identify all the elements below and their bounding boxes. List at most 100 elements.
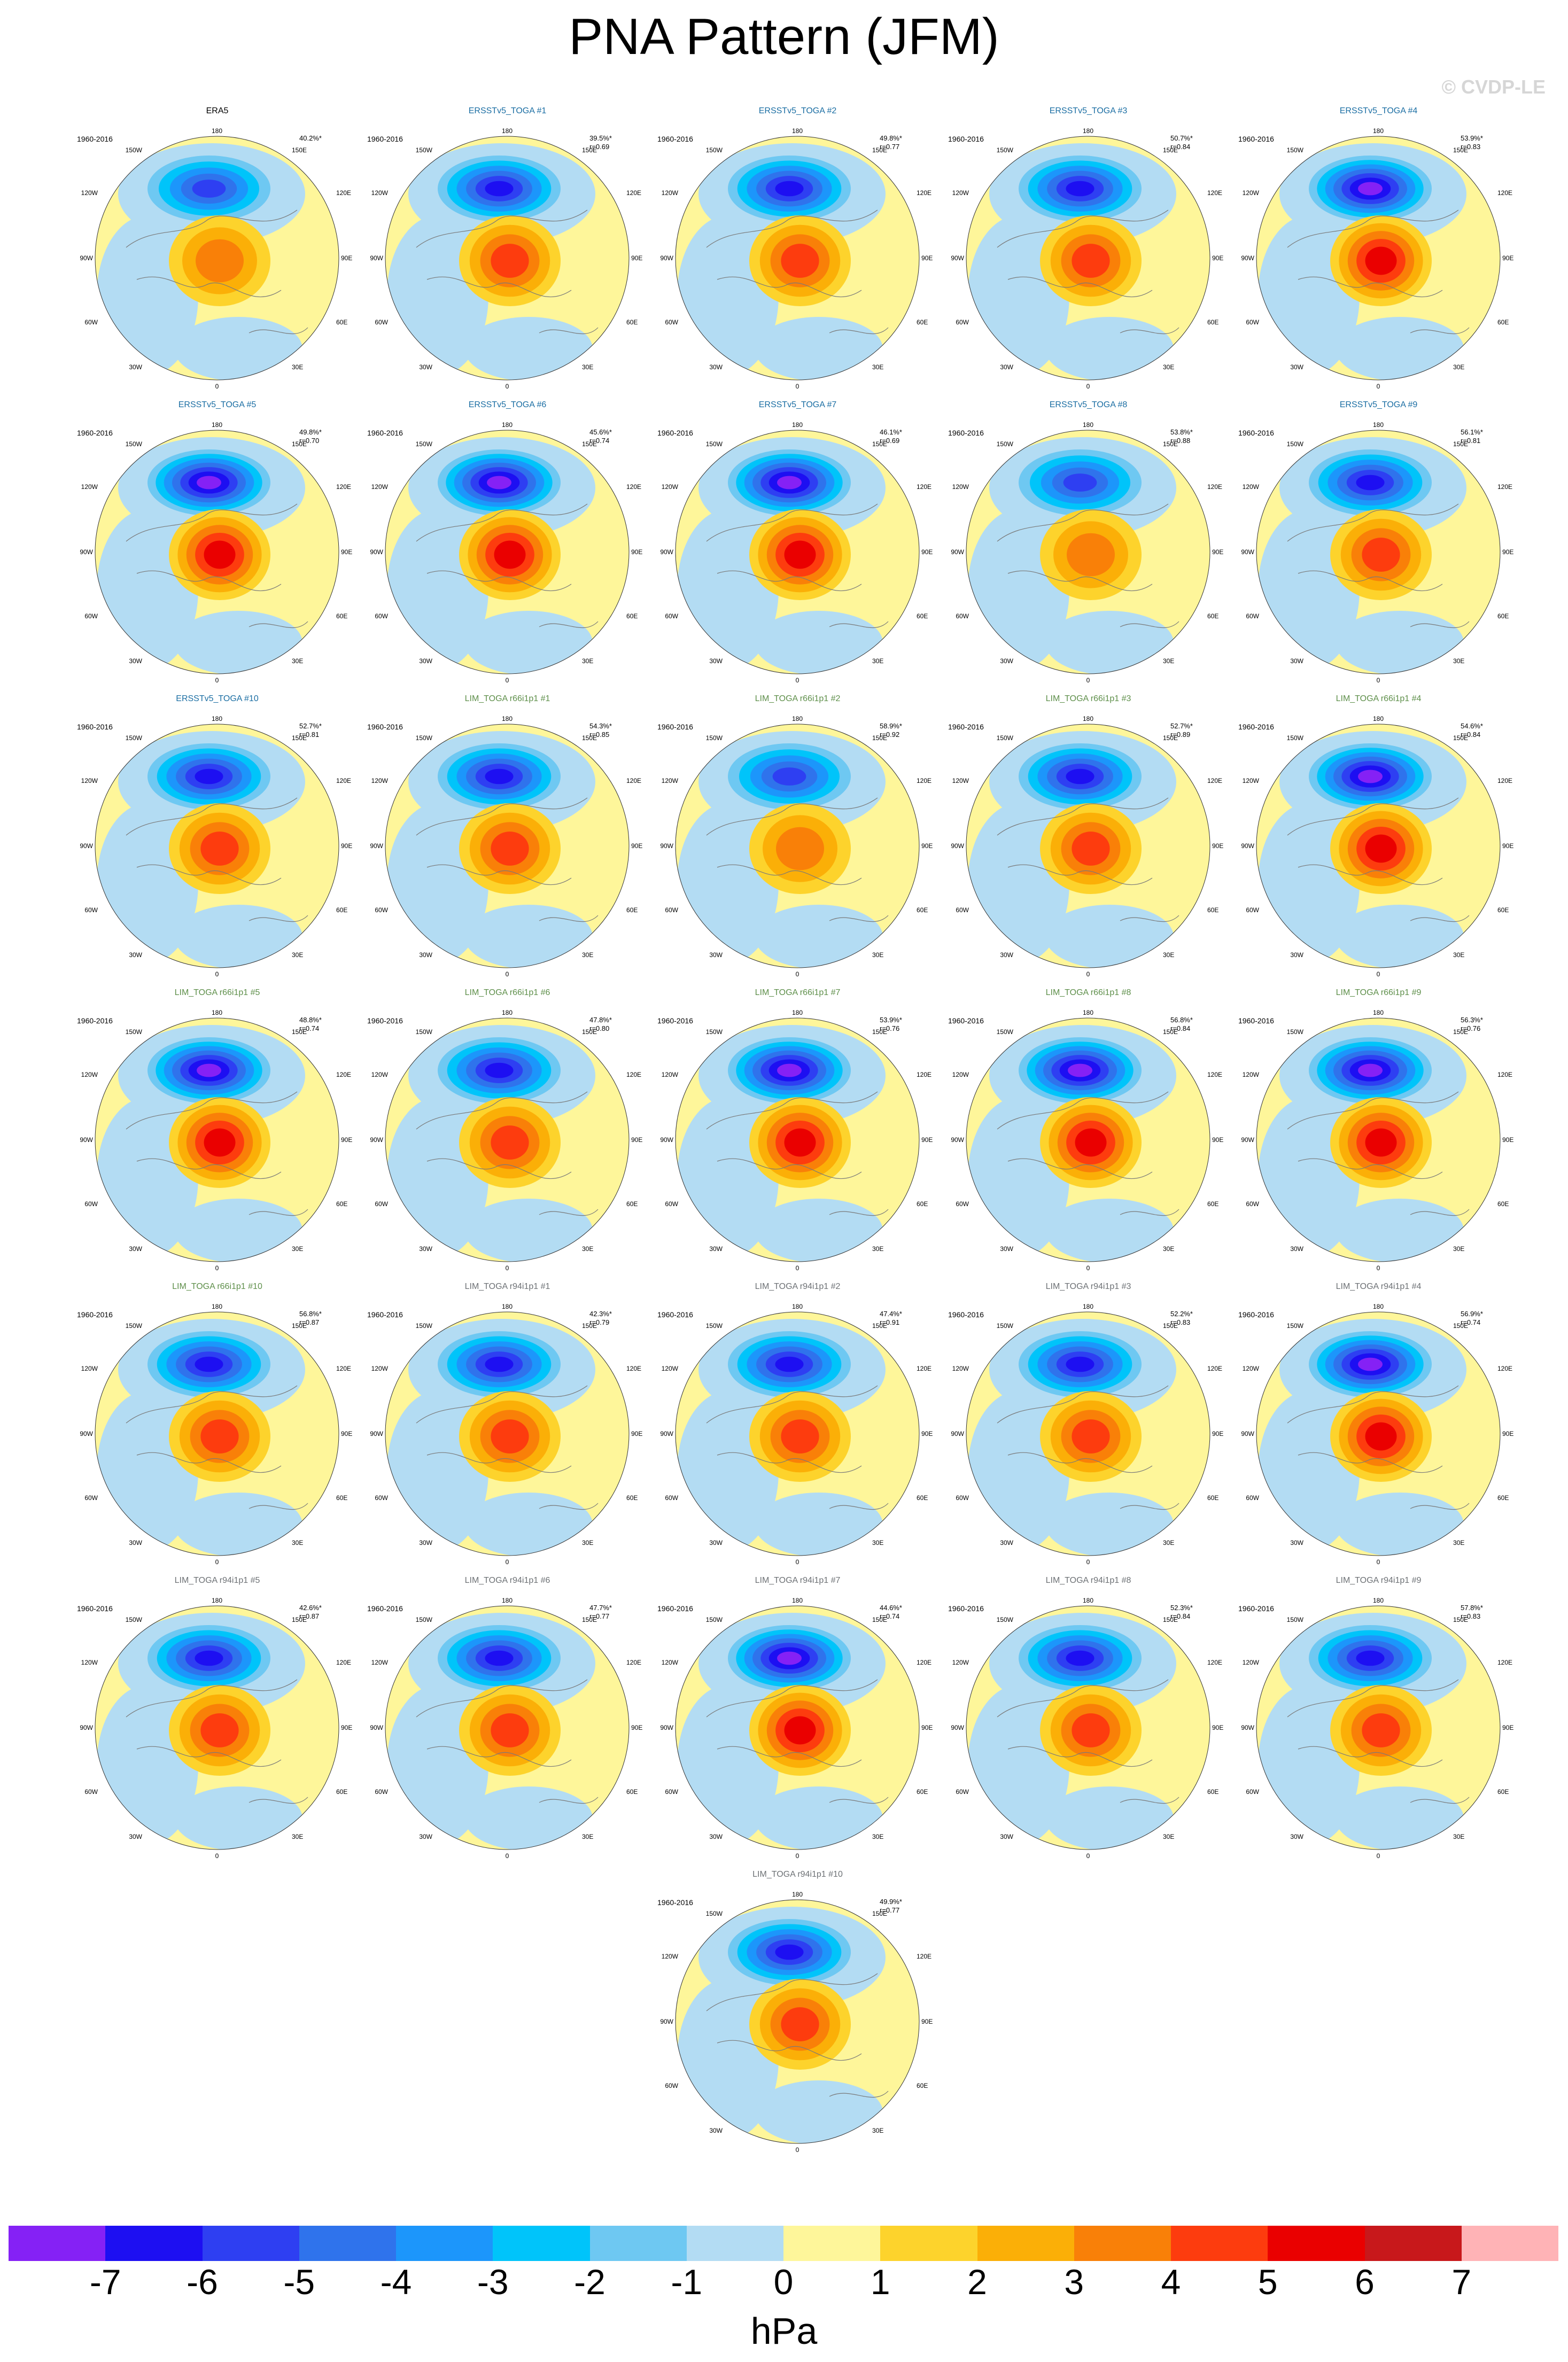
longitude-label: 30W (419, 1539, 432, 1547)
longitude-label: 90W (660, 1136, 673, 1144)
longitude-label: 30W (709, 1245, 723, 1253)
polar-map: 180 0 150W 150E 120W 120E 90W 90E 60W 60E 30W 30E (80, 127, 352, 390)
colorbar-tick-label: 0 (773, 2262, 794, 2302)
colorbar-tick-label: 3 (1064, 2262, 1084, 2302)
map-panel: LIM_TOGA r66i1p1 #3 1960-2016 52.7%* r=0.89… (943, 694, 1234, 982)
pattern-correlation: r=0.74 (589, 437, 610, 445)
colorbar-units: hPa (750, 2310, 818, 2352)
map-panel: LIM_TOGA r66i1p1 #7 1960-2016 53.9%* r=0.76… (652, 988, 943, 1276)
longitude-label: 60W (1246, 906, 1259, 914)
longitude-label: 90E (1502, 842, 1513, 850)
aleutian-low-contour (485, 1650, 514, 1666)
longitude-label: 60W (84, 318, 98, 326)
longitude-label: 180 (502, 421, 513, 429)
longitude-label: 60E (336, 318, 347, 326)
longitude-label: 120E (1497, 483, 1512, 491)
longitude-label: 180 (1083, 421, 1093, 429)
longitude-label: 60E (1497, 318, 1509, 326)
longitude-label: 150W (1287, 1322, 1304, 1330)
period-label: 1960-2016 (657, 722, 693, 731)
aleutian-low-contour (1066, 1650, 1095, 1666)
map-boundary (966, 1311, 1210, 1556)
longitude-label: 90W (660, 1430, 673, 1438)
longitude-label: 60W (375, 1494, 388, 1502)
longitude-label: 30W (1290, 951, 1303, 959)
longitude-label: 60E (626, 1200, 638, 1208)
longitude-label: 30W (709, 951, 723, 959)
longitude-label: 60E (1207, 1494, 1218, 1502)
aleutian-low-contour (1358, 770, 1383, 783)
pattern-correlation: r=0.77 (880, 143, 900, 151)
longitude-label: 30E (292, 951, 303, 959)
variance-stats: 49.9%* r=0.77 (880, 1898, 902, 1915)
coastline (997, 1679, 1179, 1804)
longitude-label: 0 (1086, 1558, 1090, 1566)
explained-variance: 42.6%* (299, 1604, 322, 1612)
panel-title: ERSSTv5_TOGA #1 (468, 106, 547, 115)
longitude-label: 90W (1241, 548, 1254, 556)
coastline (1287, 1679, 1470, 1804)
pattern-correlation: r=0.87 (299, 1612, 320, 1620)
colorbar-tick-label: -2 (574, 2262, 606, 2302)
longitude-label: 150E (292, 1616, 307, 1623)
map-panel: LIM_TOGA r66i1p1 #2 1960-2016 58.9%* r=0.92… (652, 694, 943, 982)
longitude-label: 120W (371, 189, 389, 197)
aleutian-low-contour (197, 1063, 221, 1077)
longitude-label: 90W (1241, 1430, 1254, 1438)
coastline (416, 1679, 599, 1804)
explained-variance: 54.6%* (1461, 722, 1483, 730)
period-label: 1960-2016 (77, 429, 113, 437)
longitude-label: 60E (336, 612, 347, 620)
polar-map: 180 0 150W 150E 120W 120E 90W 90E 60W 60E 30W 30E (660, 1303, 933, 1566)
coastline (706, 1385, 889, 1510)
longitude-label: 120W (81, 777, 98, 784)
longitude-label: 120W (952, 189, 969, 197)
longitude-label: 0 (796, 2146, 799, 2154)
period-label: 1960-2016 (657, 429, 693, 437)
longitude-label: 60E (1207, 318, 1218, 326)
coastline (126, 1385, 308, 1510)
coastline (1287, 209, 1470, 335)
coastline (416, 1385, 599, 1510)
pattern-correlation: r=0.74 (880, 1612, 900, 1620)
period-label: 1960-2016 (948, 722, 984, 731)
longitude-label: 150E (1453, 734, 1468, 742)
longitude-label: 30E (582, 657, 593, 665)
colorbar-swatch (589, 2226, 687, 2261)
longitude-label: 90W (951, 254, 964, 262)
longitude-label: 90W (951, 1724, 964, 1731)
longitude-label: 30W (129, 1245, 142, 1253)
positive-anomaly-contour (781, 2007, 819, 2041)
longitude-label: 180 (792, 127, 803, 135)
longitude-label: 30W (1000, 1539, 1013, 1547)
explained-variance: 52.2%* (1170, 1310, 1193, 1318)
longitude-label: 180 (792, 421, 803, 429)
variance-stats: 52.2%* r=0.83 (1170, 1310, 1193, 1327)
colorbar-tick-label: -6 (187, 2262, 218, 2302)
map-boundary (966, 136, 1210, 380)
longitude-label: 180 (1083, 1303, 1093, 1310)
longitude-label: 30W (709, 1539, 723, 1547)
longitude-label: 150W (126, 146, 143, 154)
map-boundary (966, 1017, 1210, 1262)
positive-anomaly-contour (1067, 533, 1115, 577)
variance-stats: 49.8%* r=0.70 (299, 428, 322, 445)
map-boundary (95, 724, 339, 968)
period-label: 1960-2016 (657, 135, 693, 143)
map-panel: LIM_TOGA r66i1p1 #4 1960-2016 54.6%* r=0.84… (1233, 694, 1524, 982)
longitude-label: 150E (872, 1616, 887, 1623)
panel-title: LIM_TOGA r66i1p1 #9 (1336, 988, 1422, 997)
colorbar-tick-label: -3 (477, 2262, 509, 2302)
aleutian-low-contour (485, 768, 514, 784)
negative-anomaly-region (755, 317, 883, 380)
longitude-label: 0 (1377, 1558, 1380, 1566)
longitude-label: 180 (212, 715, 222, 722)
map-panel: ERSSTv5_TOGA #2 1960-2016 49.8%* r=0.77 180 0… (652, 106, 943, 394)
map-panel: LIM_TOGA r66i1p1 #1 1960-2016 54.3%* r=0.85… (362, 694, 653, 982)
colorbar-labels: -7 -6 -5 -4 -3 -2 -1 0 1 2 3 4 5 6 7 (9, 2262, 1558, 2310)
positive-anomaly-contour (1365, 834, 1397, 863)
longitude-label: 0 (1377, 1852, 1380, 1860)
longitude-label: 30E (1453, 1539, 1464, 1547)
longitude-label: 90E (631, 1430, 642, 1438)
longitude-label: 30E (292, 1539, 303, 1547)
